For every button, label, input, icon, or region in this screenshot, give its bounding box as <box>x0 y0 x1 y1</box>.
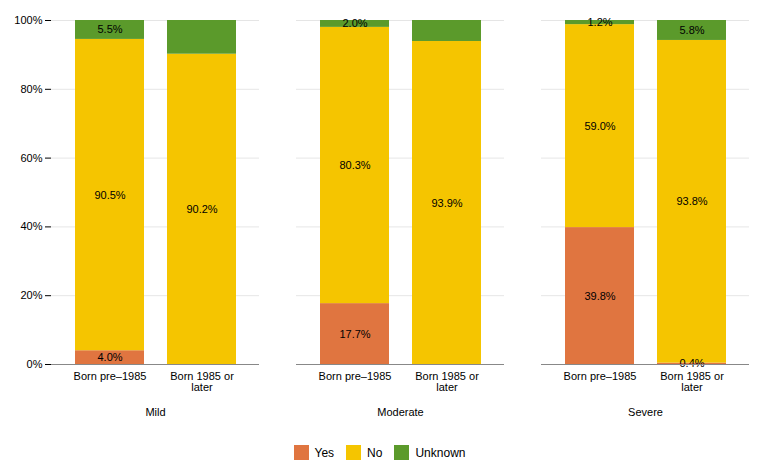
svg-text:60%: 60% <box>20 152 42 164</box>
svg-text:4.0%: 4.0% <box>97 351 122 363</box>
svg-text:90.2%: 90.2% <box>186 203 217 215</box>
svg-text:80%: 80% <box>20 83 42 95</box>
svg-text:0.4%: 0.4% <box>679 357 704 369</box>
svg-text:39.8%: 39.8% <box>584 290 615 302</box>
svg-text:Born 1985 orlater: Born 1985 orlater <box>660 370 724 393</box>
svg-text:80.3%: 80.3% <box>339 159 370 171</box>
svg-text:Moderate: Moderate <box>377 406 423 418</box>
svg-text:93.8%: 93.8% <box>676 195 707 207</box>
svg-text:5.8%: 5.8% <box>679 24 704 36</box>
svg-text:Born pre–1985: Born pre–1985 <box>74 370 147 382</box>
svg-text:Born pre–1985: Born pre–1985 <box>319 370 392 382</box>
svg-text:90.5%: 90.5% <box>94 189 125 201</box>
svg-text:40%: 40% <box>20 220 42 232</box>
svg-text:Mild: Mild <box>145 406 165 418</box>
svg-text:1.2%: 1.2% <box>587 16 612 28</box>
svg-text:0%: 0% <box>27 358 43 370</box>
svg-text:93.9%: 93.9% <box>431 197 462 209</box>
svg-text:100%: 100% <box>14 14 42 26</box>
svg-text:5.5%: 5.5% <box>97 23 122 35</box>
html-text:No: No <box>367 445 383 460</box>
svg-text:17.7%: 17.7% <box>339 328 370 340</box>
svg-text:Born pre–1985: Born pre–1985 <box>564 370 637 382</box>
svg-text:Born 1985 orlater: Born 1985 orlater <box>170 370 234 393</box>
html-text:Unknown: Unknown <box>415 445 466 460</box>
svg-text:2.0%: 2.0% <box>342 17 367 29</box>
svg-text:20%: 20% <box>20 289 42 301</box>
html-text:Yes: Yes <box>314 445 335 460</box>
svg-text:Born 1985 orlater: Born 1985 orlater <box>415 370 479 393</box>
svg-text:59.0%: 59.0% <box>584 120 615 132</box>
svg-text:Severe: Severe <box>628 406 663 418</box>
